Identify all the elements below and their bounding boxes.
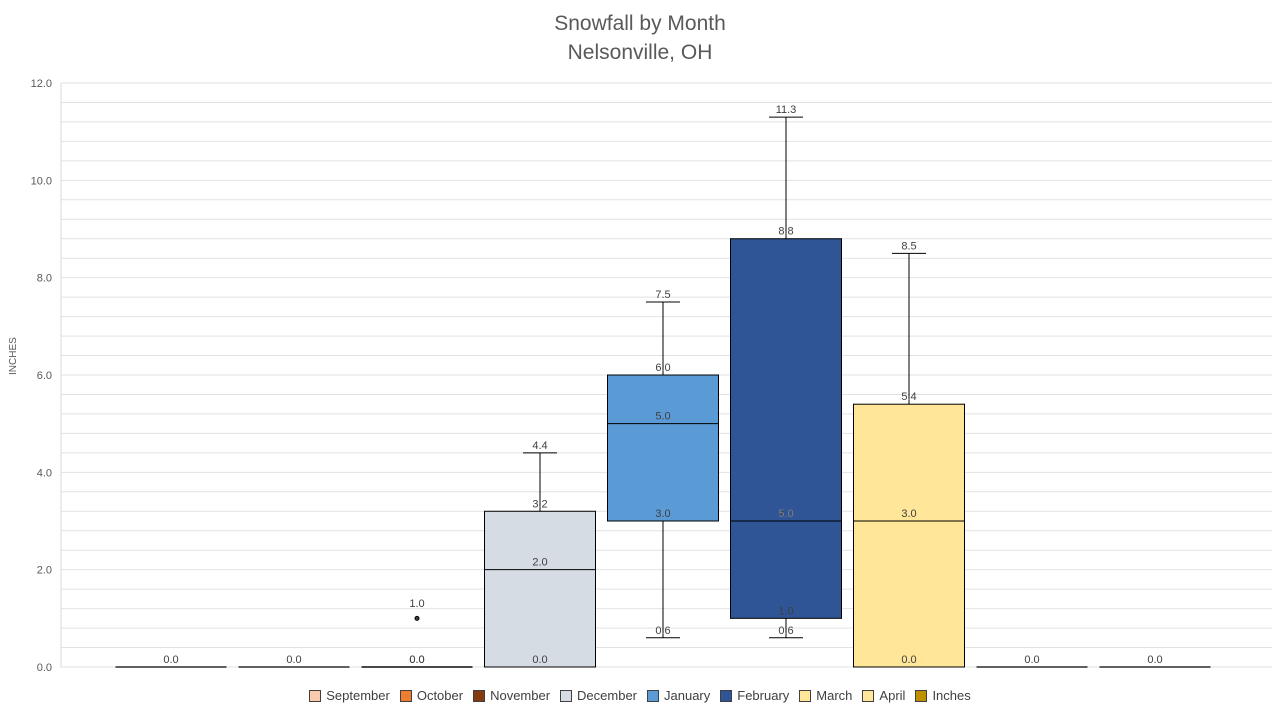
box-december (484, 510, 596, 668)
data-label: 0.0 (532, 654, 547, 666)
y-tick-label: 2.0 (37, 565, 52, 577)
legend-swatch (560, 689, 573, 702)
legend-swatch (647, 689, 660, 702)
data-label: 8.5 (901, 240, 916, 252)
y-tick-label: 4.0 (37, 467, 52, 479)
legend-item-december: December (560, 688, 637, 703)
data-label: 0.0 (409, 654, 424, 666)
legend-item-april: April (862, 688, 905, 703)
data-label: 0.0 (163, 654, 178, 666)
data-label: 3.2 (532, 498, 547, 510)
legend-item-february: February (720, 688, 789, 703)
legend-label: November (490, 688, 551, 703)
outlier-label: 1.0 (409, 598, 424, 610)
data-label: 11.3 (776, 104, 797, 116)
data-label: 2.0 (532, 557, 547, 569)
legend-item-march: March (799, 688, 852, 703)
legend-item-january: January (647, 688, 710, 703)
box-february (730, 238, 842, 619)
legend-swatch (862, 689, 875, 702)
data-label: 0.0 (901, 654, 916, 666)
legend-label: February (737, 688, 790, 703)
data-label: 8.8 (778, 226, 793, 238)
legend-swatch (799, 689, 812, 702)
legend-label: September (326, 688, 390, 703)
legend-label: October (416, 688, 464, 703)
legend-label: March (816, 688, 853, 703)
legend-item-inches: Inches (915, 688, 971, 703)
legend-item-october: October (399, 688, 464, 703)
data-label: 3.0 (778, 508, 793, 520)
box-january (607, 374, 719, 522)
data-label: 3.0 (901, 508, 916, 520)
data-label: 1.0 (778, 605, 793, 617)
data-label: 0.6 (655, 625, 670, 637)
data-label: 6.0 (655, 362, 670, 374)
data-label: 5.0 (655, 411, 670, 423)
outlier-point (414, 615, 420, 621)
legend-label: April (879, 688, 906, 703)
legend-swatch (473, 689, 486, 702)
legend-swatch (915, 689, 928, 702)
data-label: 0.0 (286, 654, 301, 666)
data-label: 4.4 (532, 440, 547, 452)
data-label: 5.4 (901, 391, 916, 403)
legend-swatch (720, 689, 733, 702)
data-label: 7.5 (655, 289, 670, 301)
data-label: 3.0 (655, 508, 670, 520)
data-label: 0.0 (1024, 654, 1039, 666)
legend-label: Inches (932, 688, 971, 703)
box-march (853, 403, 965, 668)
legend-item-september: September (309, 688, 390, 703)
legend-swatch (399, 689, 412, 702)
legend-swatch (309, 689, 322, 702)
legend-label: January (664, 688, 711, 703)
y-tick-label: 0.0 (37, 662, 52, 674)
data-label-mean: 5.0 (778, 508, 793, 520)
data-label: 0.6 (778, 625, 793, 637)
y-tick-label: 6.0 (37, 370, 52, 382)
data-label: 0.0 (409, 654, 424, 666)
legend: September October November December January F… (0, 688, 1280, 703)
chart-subtitle: Nelsonville, OH (567, 41, 713, 64)
legend-item-november: November (473, 688, 550, 703)
chart-title: Snowfall by Month (554, 12, 726, 35)
y-tick-label: 10.0 (31, 175, 52, 187)
y-tick-label: 12.0 (31, 78, 52, 90)
legend-label: December (577, 688, 638, 703)
y-tick-label: 8.0 (37, 273, 52, 285)
data-label: 0.0 (1147, 654, 1162, 666)
